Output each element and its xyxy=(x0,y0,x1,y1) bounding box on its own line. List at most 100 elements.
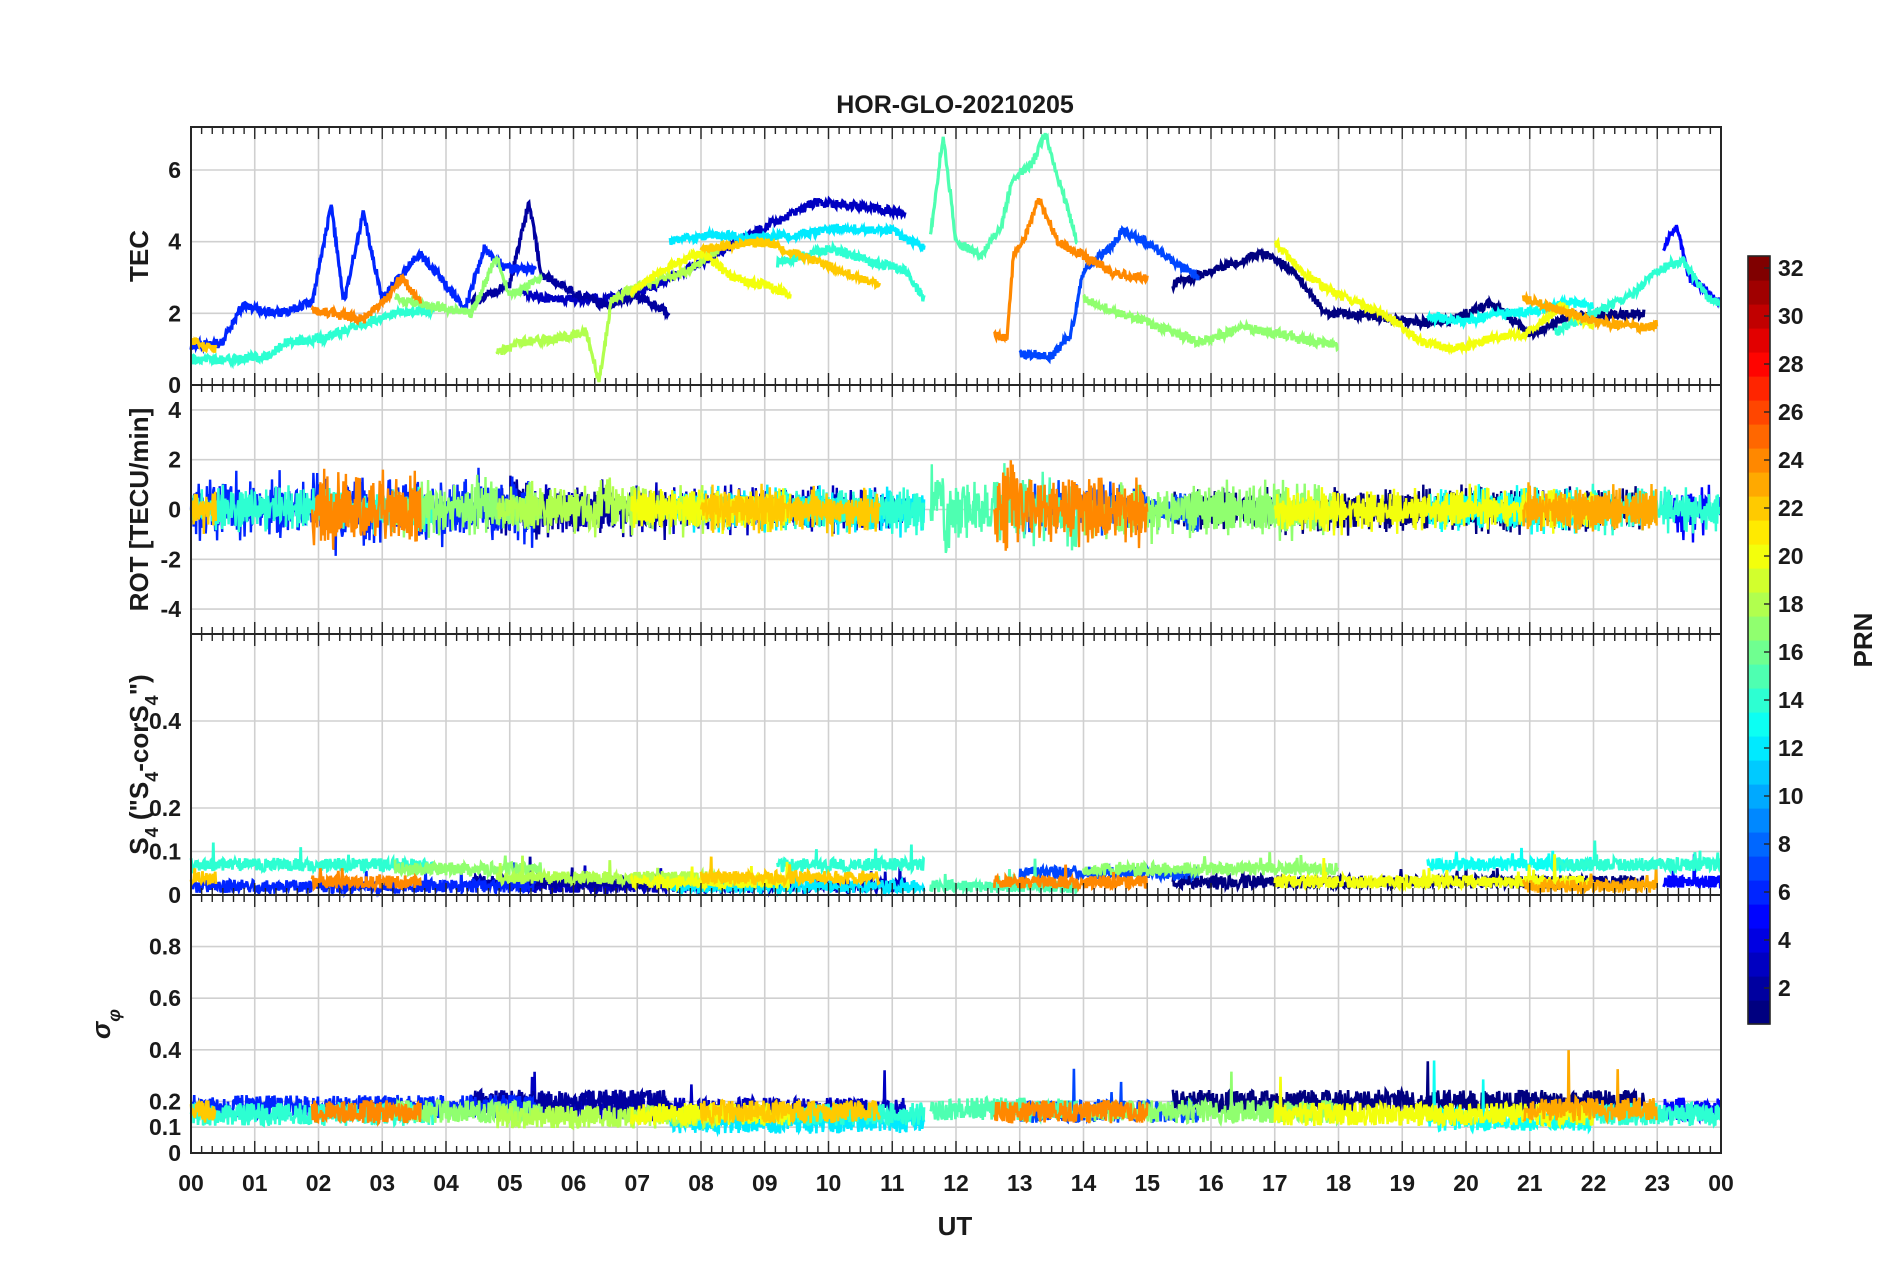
y-tick-label-rot: 0 xyxy=(168,497,181,523)
x-tick-label: 09 xyxy=(752,1170,778,1196)
colorbar-tick-label: 30 xyxy=(1778,303,1804,329)
colorbar-swatch xyxy=(1748,592,1770,617)
series-tec-prn-20 xyxy=(629,247,792,300)
colorbar-swatch xyxy=(1748,856,1770,881)
colorbar-swatch xyxy=(1748,496,1770,521)
colorbar-swatch xyxy=(1748,880,1770,905)
y-tick-label-rot: 2 xyxy=(168,447,181,473)
x-tick-label: 15 xyxy=(1134,1170,1160,1196)
series-s4-prn-22 xyxy=(699,856,881,889)
x-tick-label: 22 xyxy=(1581,1170,1607,1196)
y-axis-label-sigma: σφ xyxy=(86,1009,124,1039)
series-s4-prn-20 xyxy=(1273,854,1595,893)
colorbar-swatch xyxy=(1748,400,1770,425)
series-sigma-prn-24 xyxy=(993,1098,1149,1124)
colorbar-swatch xyxy=(1748,808,1770,833)
x-tick-label: 16 xyxy=(1198,1170,1224,1196)
x-tick-label: 14 xyxy=(1071,1170,1097,1196)
colorbar-tick-label: 24 xyxy=(1778,447,1804,473)
series-tec-prn-22 xyxy=(699,236,882,291)
colorbar-swatch xyxy=(1748,952,1770,977)
axes-frames xyxy=(190,126,1722,1154)
x-tick-label: 05 xyxy=(497,1170,523,1196)
series-s4-prn-22 xyxy=(189,868,218,889)
x-tick-label: 20 xyxy=(1453,1170,1479,1196)
colorbar-swatch xyxy=(1748,712,1770,737)
series-s4-prn-17 xyxy=(1082,852,1340,880)
y-tick-label-rot: -4 xyxy=(161,596,182,622)
colorbar-swatch xyxy=(1748,616,1770,641)
series-tec-prn-13 xyxy=(1426,293,1595,330)
colorbar-tick-label: 2 xyxy=(1778,975,1791,1001)
y-tick-label-s4: 0.4 xyxy=(149,708,181,734)
series-tec-prn-22 xyxy=(190,336,218,354)
colorbar-swatch xyxy=(1748,256,1770,281)
colorbar-tick-label: 8 xyxy=(1778,831,1791,857)
colorbar-swatch xyxy=(1748,832,1770,857)
series-s4-prn-24 xyxy=(992,864,1148,893)
colorbar-tick-label: 18 xyxy=(1778,591,1804,617)
colorbar-tick-label: 20 xyxy=(1778,543,1804,569)
series-sigma-prn-22 xyxy=(699,1098,881,1128)
x-tick-label: 23 xyxy=(1644,1170,1670,1196)
y-axis-label-tec: TEC xyxy=(124,230,154,282)
y-tick-label-tec: 2 xyxy=(168,300,181,326)
colorbar-swatch xyxy=(1748,664,1770,689)
colorbar-tick-label: 16 xyxy=(1778,639,1804,665)
y-tick-label-sigma: 0.2 xyxy=(149,1088,181,1114)
colorbar-swatch xyxy=(1748,304,1770,329)
series-sigma-prn-24 xyxy=(310,1100,422,1127)
series-rot-prn-18 xyxy=(495,477,722,538)
colorbar-swatch xyxy=(1748,760,1770,785)
x-tick-label: 13 xyxy=(1007,1170,1033,1196)
x-tick-label: 04 xyxy=(433,1170,459,1196)
colorbar-tick-label: 12 xyxy=(1778,735,1804,761)
colorbar-swatch xyxy=(1748,976,1770,1001)
colorbar-swatch xyxy=(1748,448,1770,473)
y-tick-label-sigma: 0 xyxy=(168,1140,181,1166)
colorbar-label: PRN xyxy=(1848,613,1878,668)
colorbar-swatch xyxy=(1748,376,1770,401)
colorbar-swatch xyxy=(1748,568,1770,593)
colorbar-tick-label: 32 xyxy=(1778,255,1804,281)
series-sigma-prn-23 xyxy=(1522,1050,1658,1125)
series-rot-prn-22 xyxy=(699,483,881,537)
x-tick-label: 01 xyxy=(242,1170,268,1196)
y-tick-label-sigma: 0.1 xyxy=(149,1114,181,1140)
x-tick-label: 10 xyxy=(816,1170,842,1196)
y-axis-labels: TEC ROT [TECU/min] S4 ("S4-corS4") σφ xyxy=(86,230,162,1039)
series-tec-prn-24 xyxy=(993,198,1149,344)
series-tec-prn-15 xyxy=(928,132,1079,262)
x-tick-label: 00 xyxy=(178,1170,204,1196)
y-axis-label-s4: S4 ("S4-corS4") xyxy=(124,674,162,854)
colorbar-tick-label: 4 xyxy=(1778,927,1791,953)
series-rot-prn-24 xyxy=(993,460,1149,551)
series-layer xyxy=(189,132,1722,1138)
colorbar-swatch xyxy=(1748,544,1770,569)
series-s4-prn-5 xyxy=(1662,854,1722,889)
x-tick-label: 06 xyxy=(561,1170,587,1196)
colorbar-tick-label: 26 xyxy=(1778,399,1804,425)
y-tick-label-tec: 0 xyxy=(168,372,181,398)
y-tick-label-rot: -2 xyxy=(161,546,181,572)
colorbar-tick-label: 22 xyxy=(1778,495,1804,521)
colorbar-tick-label: 28 xyxy=(1778,351,1804,377)
x-tick-label: 02 xyxy=(306,1170,332,1196)
x-tick-label: 08 xyxy=(688,1170,714,1196)
y-tick-label-sigma: 0.8 xyxy=(149,934,181,960)
colorbar-swatch xyxy=(1748,688,1770,713)
series-rot-prn-22 xyxy=(189,491,218,535)
series-tec-prn-17 xyxy=(1082,293,1339,353)
colorbar-swatch xyxy=(1748,928,1770,953)
y-tick-label-tec: 4 xyxy=(168,229,181,255)
series-tec-prn-6 xyxy=(189,204,537,355)
series-s4-prn-24 xyxy=(310,868,422,894)
colorbar-swatch xyxy=(1748,784,1770,809)
colorbar-swatch xyxy=(1748,904,1770,929)
x-tick-label: 00 xyxy=(1708,1170,1734,1196)
series-rot-prn-23 xyxy=(1522,482,1658,534)
colorbar-swatch xyxy=(1748,280,1770,305)
colorbar-tick-label: 6 xyxy=(1778,879,1791,905)
